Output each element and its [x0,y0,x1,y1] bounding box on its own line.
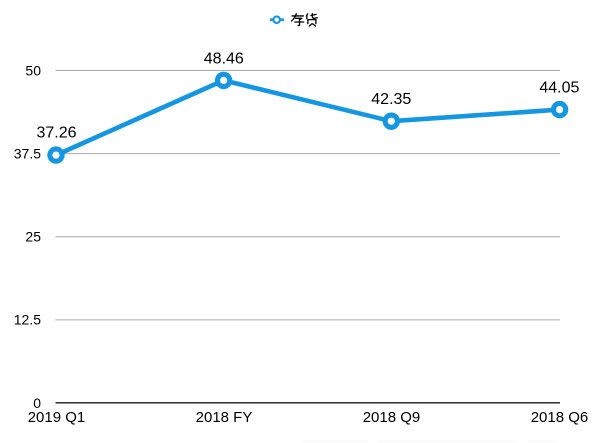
svg-text:2018 FY: 2018 FY [196,409,253,426]
svg-text:12.5: 12.5 [14,311,41,327]
svg-text:50: 50 [25,63,41,79]
svg-text:2018 Q9: 2018 Q9 [363,409,421,426]
svg-text:25: 25 [25,229,41,245]
svg-text:44.05: 44.05 [539,80,579,97]
svg-text:2019 Q1: 2019 Q1 [28,409,86,426]
svg-text:42.35: 42.35 [371,91,411,108]
svg-text:37.5: 37.5 [14,145,41,161]
svg-text:0: 0 [33,395,41,411]
svg-text:37.26: 37.26 [36,125,76,142]
svg-text:2018 Q6: 2018 Q6 [531,409,589,426]
svg-text:48.46: 48.46 [204,51,244,68]
